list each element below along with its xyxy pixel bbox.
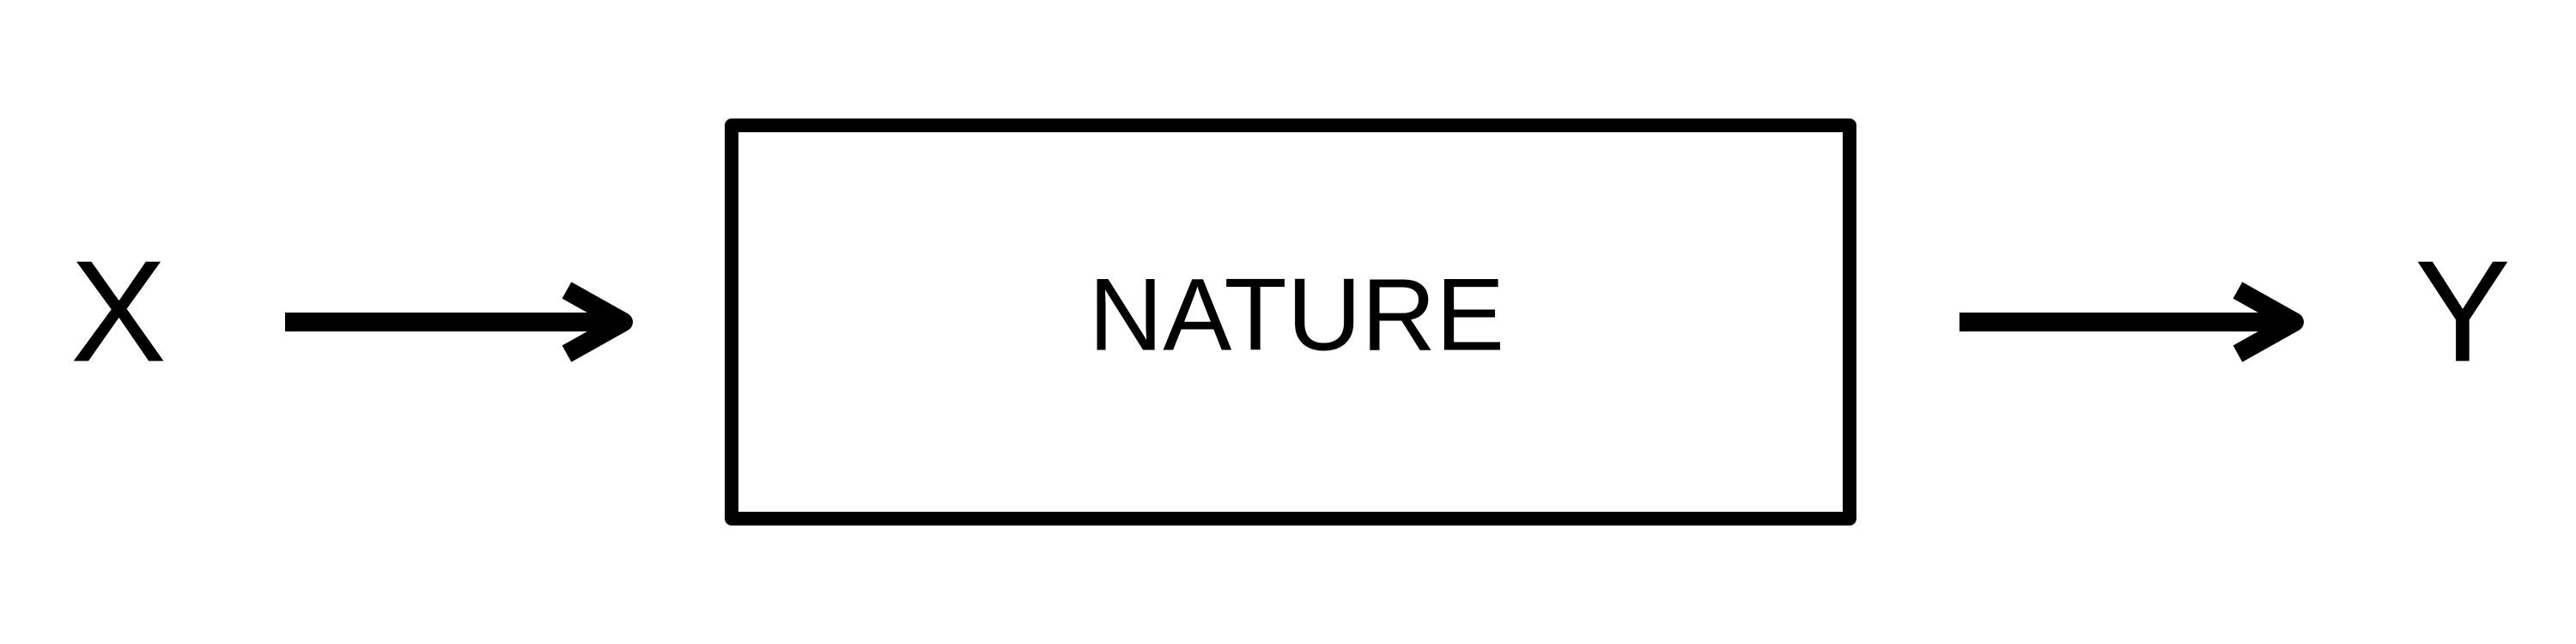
input-arrow: [285, 282, 633, 362]
input-label-x: X: [70, 230, 167, 392]
nature-box-label: NATURE: [1089, 258, 1504, 373]
output-label-y: Y: [2415, 230, 2511, 392]
output-arrow: [1959, 282, 2304, 362]
input-arrow-head: [562, 282, 633, 362]
output-arrow-head: [2233, 282, 2304, 362]
nature-box: [725, 118, 1856, 526]
